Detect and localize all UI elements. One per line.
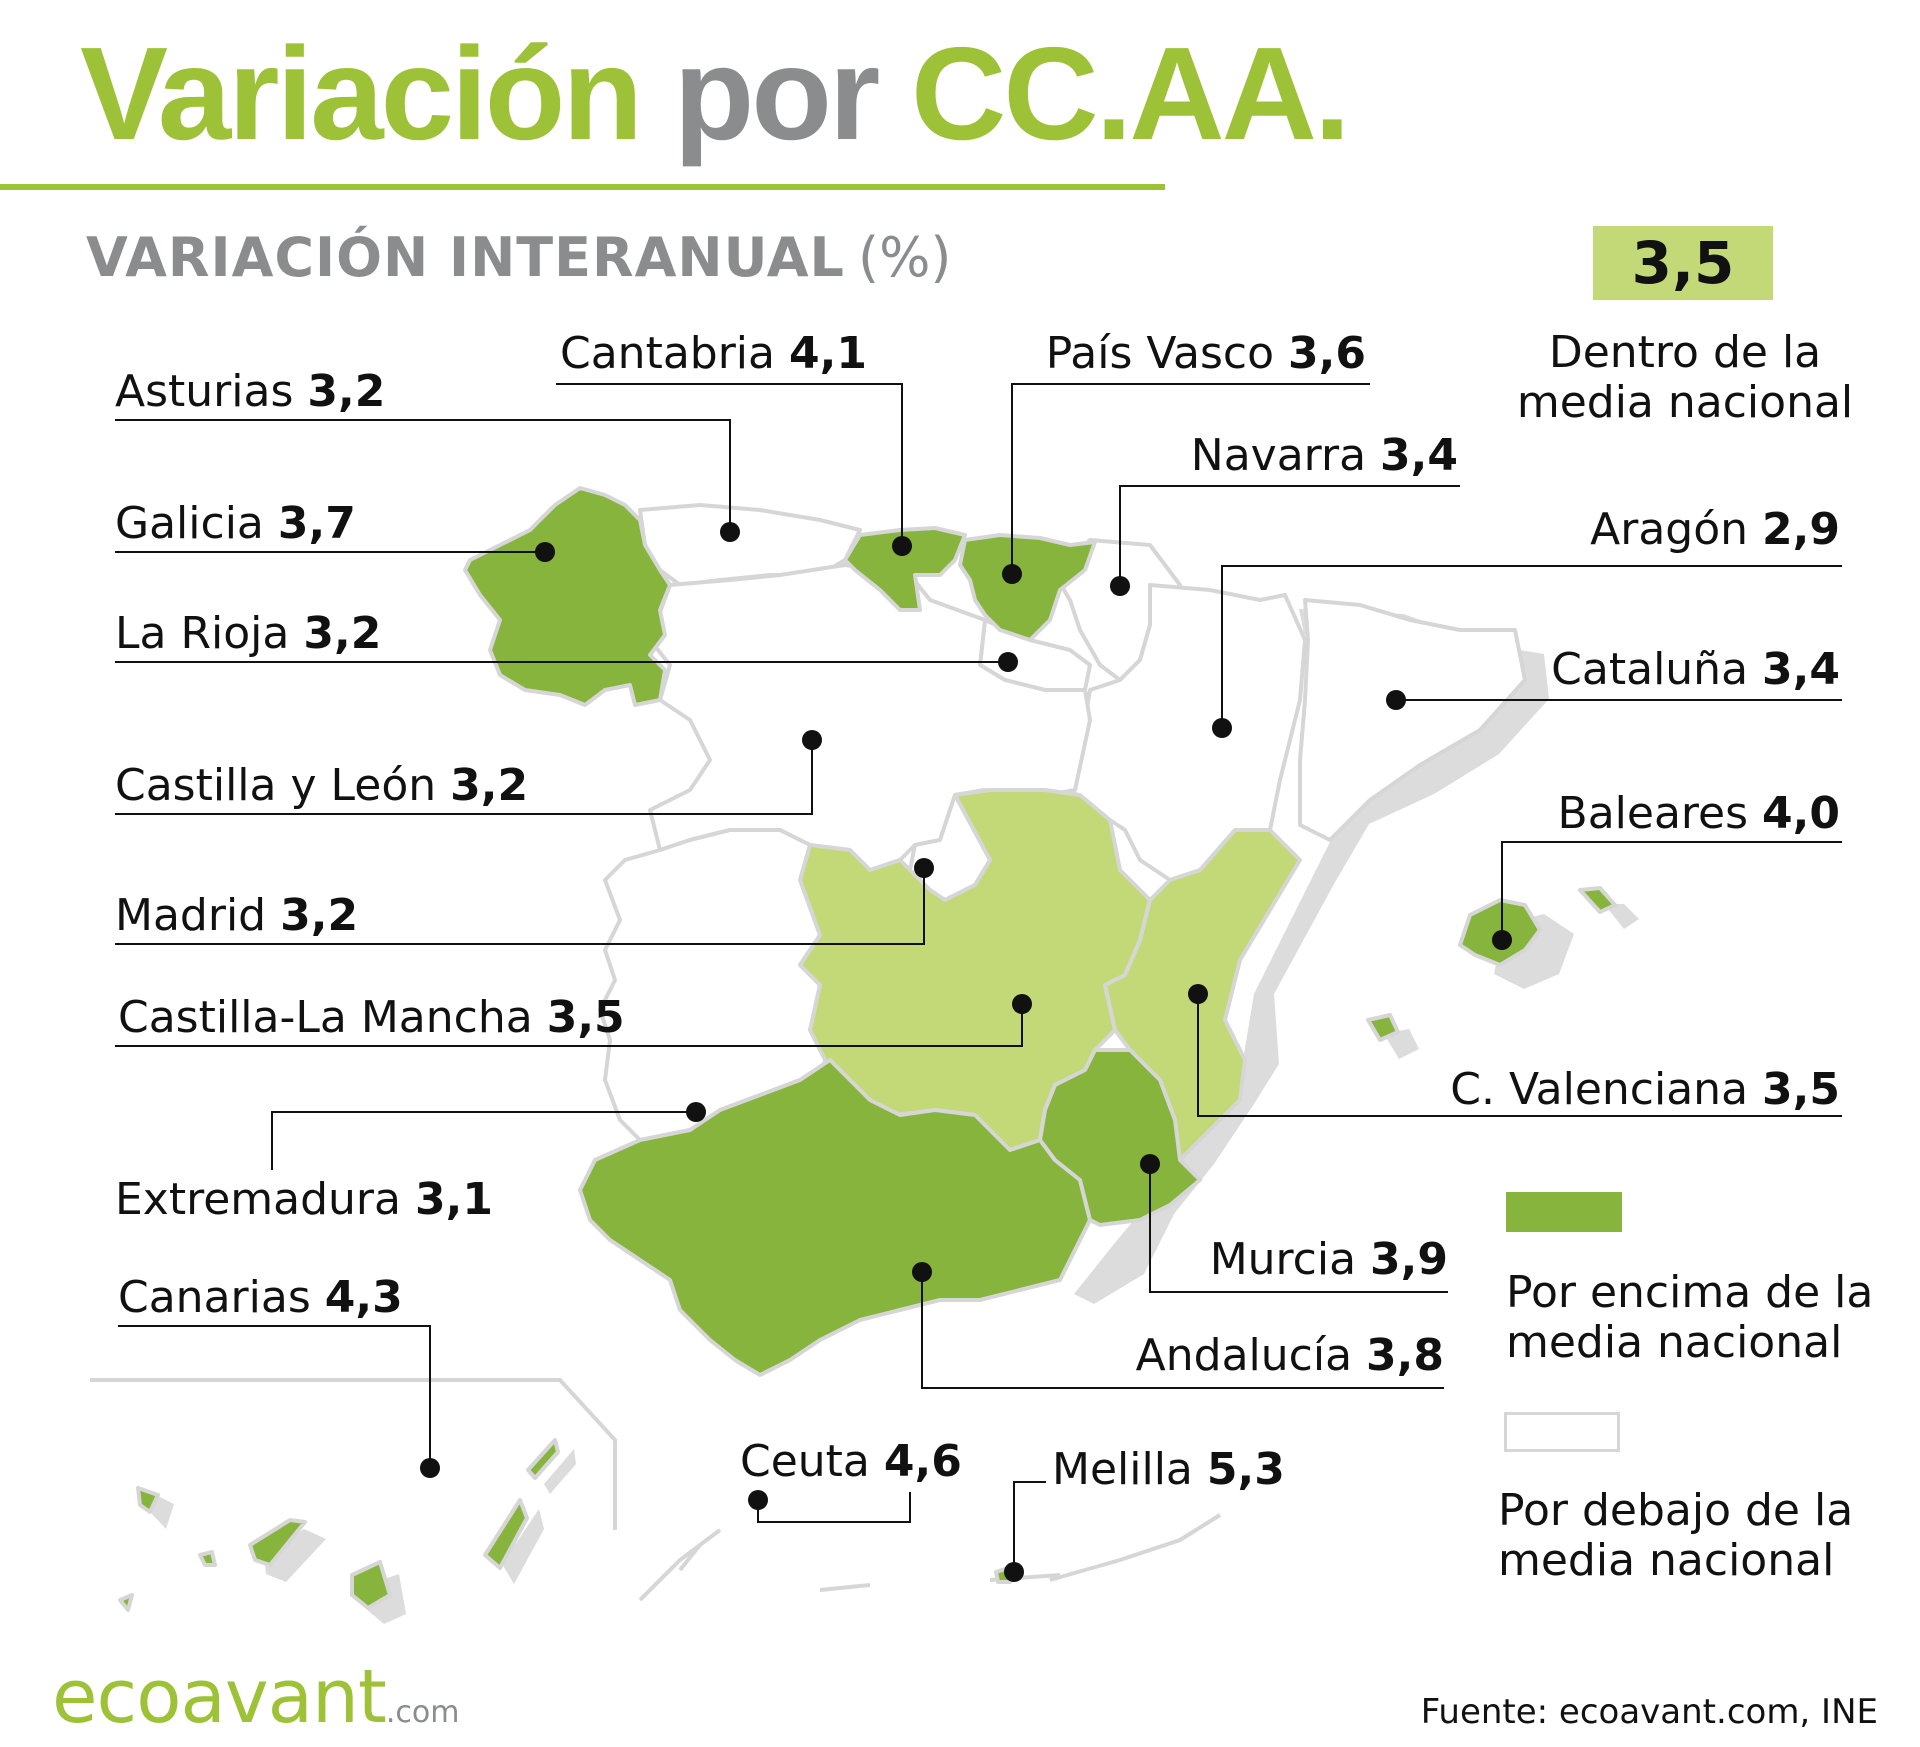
marker-madrid (914, 858, 934, 878)
legend-swatch-below (1504, 1412, 1620, 1452)
label-galicia: Galicia 3,7 (115, 498, 356, 549)
region-canarias-la-palma (118, 1593, 134, 1612)
label-pais-vasco: País Vasco 3,6 (1045, 328, 1366, 379)
national-average-label-line-2: media nacional (1516, 377, 1854, 428)
leader-asturias (115, 419, 731, 532)
source-note: Fuente: ecoavant.com, INE (1420, 1692, 1878, 1732)
label-castilla-leon: Castilla y León 3,2 (115, 760, 529, 811)
leader-madrid (115, 868, 925, 945)
leader-castilla-la-mancha (115, 1004, 1023, 1047)
subtitle-unit: (%) (858, 226, 952, 289)
leader-lines (115, 383, 1842, 1572)
region-baleares-ibiza (1366, 1013, 1400, 1042)
leader-melilla (1013, 1481, 1046, 1572)
leader-c-valenciana (1197, 994, 1842, 1117)
region-canarias-lanzarote (526, 1438, 560, 1480)
regions-layer (118, 486, 1617, 1612)
label-cataluna: Cataluña 3,4 (1551, 644, 1840, 695)
leader-extremadura (271, 1111, 696, 1170)
label-baleares: Baleares 4,0 (1557, 788, 1840, 839)
legend-swatch-above (1506, 1192, 1622, 1232)
marker-pais-vasco (1002, 564, 1022, 584)
region-murcia (1038, 1048, 1202, 1227)
marker-galicia (535, 542, 555, 562)
title-part-2: por (673, 20, 881, 167)
marker-andalucia (912, 1262, 932, 1282)
leader-navarra (1119, 485, 1460, 586)
region-baleares-menorca (1578, 886, 1617, 914)
marker-c-valenciana (1188, 984, 1208, 1004)
marker-cataluna (1386, 690, 1406, 710)
region-andalucia (578, 1058, 1092, 1377)
marker-melilla (1004, 1562, 1024, 1582)
leader-aragon (1221, 565, 1842, 728)
national-average-label-line-1: Dentro de la (1548, 327, 1822, 378)
marker-castilla-leon (802, 730, 822, 750)
label-castilla-la-mancha: Castilla-La Mancha 3,5 (118, 992, 625, 1043)
national-average-label: Dentro de la media nacional (1505, 328, 1865, 428)
label-madrid: Madrid 3,2 (115, 890, 359, 941)
region-canarias-tenerife (248, 1518, 307, 1567)
label-navarra: Navarra 3,4 (1190, 430, 1458, 481)
label-c-valenciana: C. Valenciana 3,5 (1450, 1064, 1840, 1115)
brand-name: ecoavant (52, 1654, 387, 1740)
leader-pais-vasco (1011, 383, 1370, 574)
marker-baleares (1492, 930, 1512, 950)
brand-logo: ecoavant.com (52, 1660, 460, 1734)
region-markers (420, 522, 1512, 1582)
region-canarias-fuerteventura (483, 1498, 529, 1570)
legend-below-line-2: media nacional (1498, 1535, 1835, 1586)
legend-above-line-2: media nacional (1506, 1317, 1843, 1368)
title-part-1: Variación (80, 20, 643, 167)
label-asturias: Asturias 3,2 (115, 366, 386, 417)
legend-label-below: Por debajo de la media nacional (1498, 1486, 1853, 1586)
leader-cantabria (556, 383, 903, 546)
marker-canarias (420, 1458, 440, 1478)
label-melilla: Melilla 5,3 (1052, 1444, 1285, 1495)
marker-castilla-la-mancha (1012, 994, 1032, 1014)
label-murcia: Murcia 3,9 (1209, 1234, 1448, 1285)
region-cantabria (843, 526, 967, 612)
label-la-rioja: La Rioja 3,2 (115, 608, 382, 659)
leader-murcia (1149, 1164, 1448, 1293)
national-average-badge: 3,5 (1593, 226, 1773, 300)
leader-castilla-leon (115, 740, 813, 815)
title-part-3: CC.AA. (911, 20, 1351, 167)
leader-ceuta (757, 1492, 911, 1523)
marker-murcia (1140, 1154, 1160, 1174)
legend-below-line-1: Por debajo de la (1498, 1485, 1854, 1536)
page-title: Variación por CC.AA. (80, 28, 1351, 160)
label-ceuta: Ceuta 4,6 (740, 1436, 962, 1487)
region-cataluna (1298, 598, 1527, 842)
region-canarias-gran-canaria (350, 1560, 392, 1610)
leader-baleares (1501, 841, 1842, 940)
marker-navarra (1110, 576, 1130, 596)
marker-la-rioja (998, 652, 1018, 672)
legend-above-line-1: Por encima de la (1506, 1267, 1874, 1318)
subtitle: VARIACIÓN INTERANUAL (86, 226, 845, 289)
legend-label-above: Por encima de la media nacional (1506, 1268, 1873, 1368)
leader-andalucia (921, 1272, 1444, 1389)
label-aragon: Aragón 2,9 (1590, 504, 1840, 555)
label-andalucia: Andalucía 3,8 (1135, 1330, 1444, 1381)
marker-cantabria (892, 536, 912, 556)
map-outlines (90, 1378, 1222, 1602)
label-canarias: Canarias 4,3 (118, 1272, 403, 1323)
marker-ceuta (748, 1490, 768, 1510)
label-extremadura: Extremadura 3,1 (115, 1174, 493, 1225)
brand-tld: .com (385, 1695, 460, 1730)
marker-extremadura (686, 1102, 706, 1122)
title-divider (0, 184, 1165, 190)
region-canarias-hierro (136, 1486, 160, 1514)
region-canarias-gomera (198, 1550, 217, 1567)
leader-canarias (118, 1325, 431, 1468)
marker-asturias (720, 522, 740, 542)
label-cantabria: Cantabria 4,1 (560, 328, 867, 379)
region-galicia (463, 486, 672, 707)
marker-aragon (1212, 718, 1232, 738)
region-pais-vasco (958, 533, 1097, 642)
